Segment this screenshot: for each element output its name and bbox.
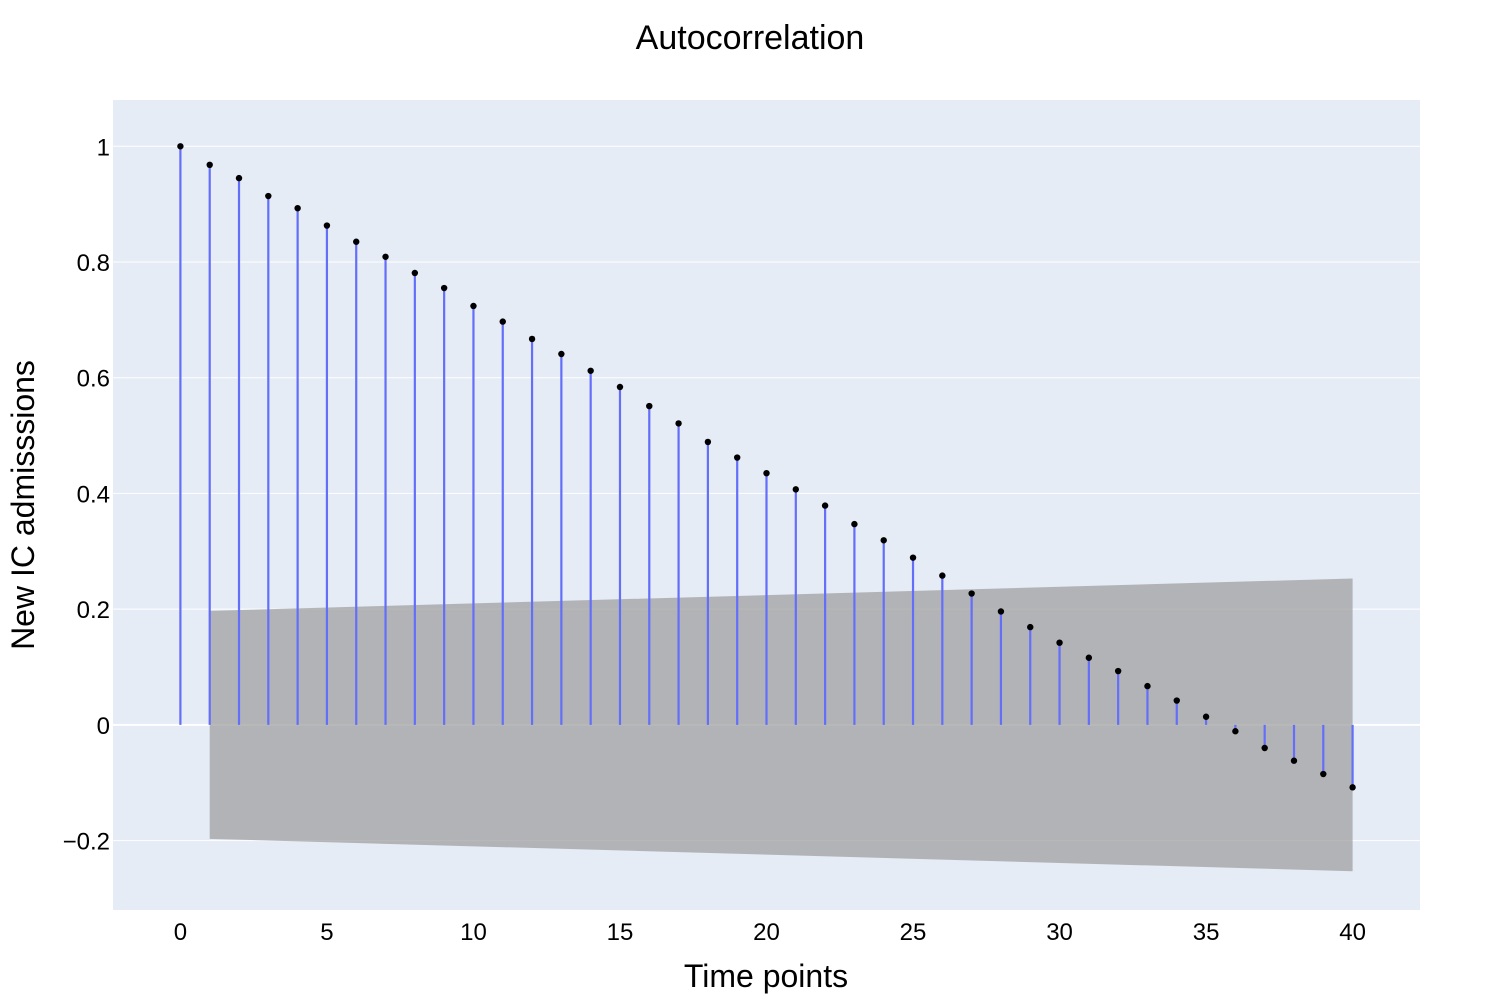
stem-marker — [1056, 639, 1063, 646]
stem-marker — [499, 318, 506, 325]
stem-marker — [675, 420, 682, 427]
stem-marker — [1144, 682, 1151, 690]
stem-marker — [323, 222, 331, 229]
stem-marker — [909, 554, 917, 561]
stem-marker — [733, 454, 741, 461]
stem-marker — [763, 469, 770, 477]
x-tick-label: 20 — [753, 919, 780, 946]
stem-marker — [382, 253, 389, 260]
x-tick-label: 0 — [174, 919, 187, 946]
stem-marker — [646, 402, 653, 410]
chart-title: Autocorrelation — [636, 19, 865, 57]
stem-marker — [1232, 728, 1239, 735]
y-tick-label: 0 — [97, 713, 110, 740]
stem-marker — [470, 302, 477, 310]
x-tick-label: 10 — [460, 919, 487, 946]
stem-marker — [1202, 713, 1210, 720]
stem-marker — [997, 608, 1005, 615]
y-tick-label: 1 — [97, 134, 110, 161]
stem-marker — [265, 192, 272, 200]
stem-lines — [179, 146, 1354, 788]
stem-marker — [851, 520, 858, 528]
y-tick-label: 0.6 — [77, 366, 110, 393]
stem-marker — [821, 502, 829, 509]
x-tick-label: 15 — [607, 919, 634, 946]
stem-marker — [792, 486, 800, 493]
stem-marker — [206, 161, 213, 168]
stem-marker — [1290, 757, 1298, 764]
stem-marker — [1349, 784, 1356, 791]
y-tick-label: 0.2 — [77, 597, 110, 624]
stem-marker — [353, 238, 360, 245]
y-tick-labels: −0.2 0 0.2 0.4 0.6 0.8 1 — [63, 134, 110, 855]
stem-marker — [440, 284, 448, 292]
stem-marker — [880, 537, 887, 544]
stem-marker — [968, 590, 975, 597]
y-axis-label: New IC admisssions — [5, 360, 41, 650]
stem-marker — [587, 367, 594, 374]
stem-marker — [558, 350, 565, 358]
stem-marker — [1085, 654, 1093, 661]
stem-marker — [235, 174, 243, 182]
confidence-band — [209, 578, 1353, 872]
x-tick-label: 35 — [1193, 919, 1220, 946]
stem-marker — [1261, 744, 1268, 752]
stem-marker — [177, 143, 184, 150]
stem-marker — [1027, 623, 1034, 631]
stem-marker — [1114, 667, 1122, 675]
y-tick-label: −0.2 — [63, 829, 110, 856]
stem-marker — [1320, 770, 1327, 778]
x-tick-label: 5 — [320, 919, 333, 946]
x-tick-label: 30 — [1046, 919, 1073, 946]
stem-marker — [528, 335, 536, 343]
stem-markers — [177, 143, 1356, 791]
x-axis-label: Time points — [684, 958, 848, 994]
stem-marker — [1173, 697, 1180, 704]
stem-marker — [704, 438, 712, 446]
x-tick-label: 40 — [1339, 919, 1366, 946]
y-tick-label: 0.4 — [77, 481, 110, 508]
x-tick-label: 25 — [900, 919, 927, 946]
stem-marker — [616, 383, 624, 391]
x-tick-labels: 0 5 10 15 20 25 30 35 40 — [174, 919, 1366, 946]
stem-marker — [294, 204, 301, 212]
stem-marker — [411, 269, 419, 277]
y-tick-label: 0.8 — [77, 250, 110, 277]
stem-marker — [939, 572, 946, 579]
